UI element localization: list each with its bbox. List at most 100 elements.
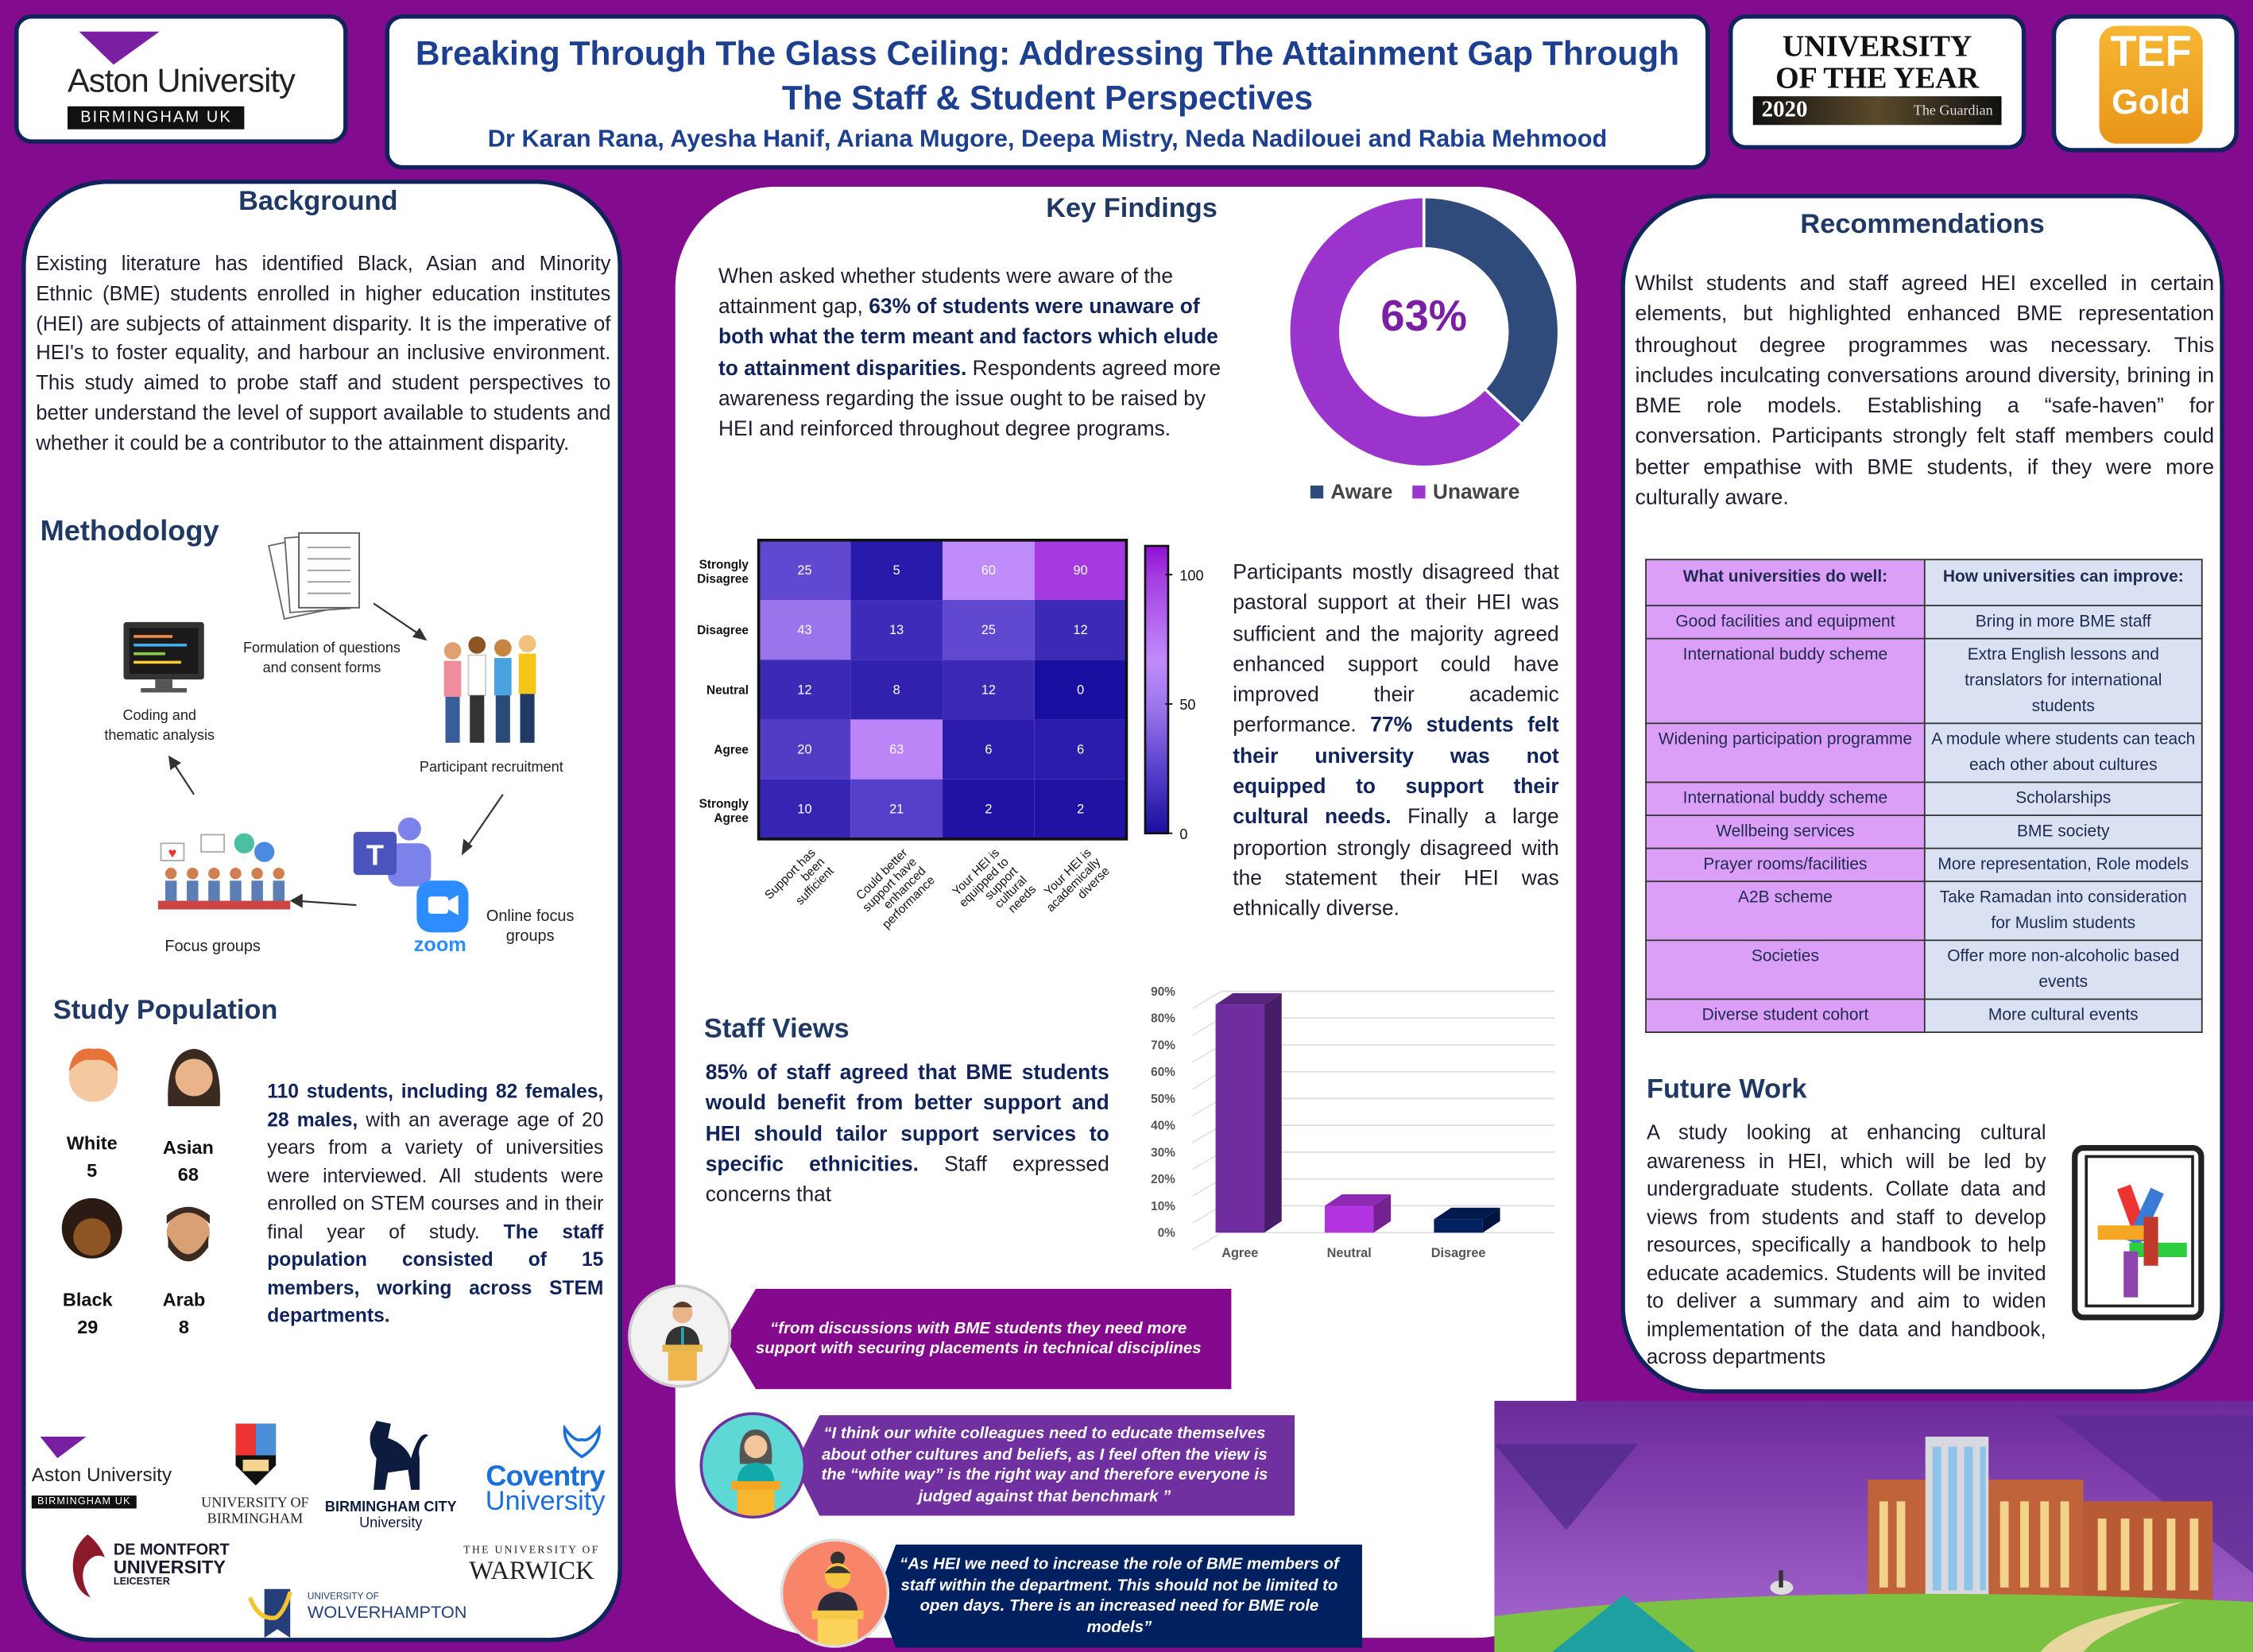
y-tick-label: 10% — [1151, 1200, 1175, 1213]
logo-text: UNIVERSITY — [113, 1555, 226, 1577]
speaker-man-icon — [628, 1284, 732, 1388]
future-work-text: A study looking at enhancing cultural aw… — [1646, 1122, 2046, 1370]
partner-logo-birmingham: UNIVERSITY OF BIRMINGHAM — [201, 1422, 309, 1527]
key-findings-outro: Respondents agreed more awareness regard… — [718, 357, 1221, 442]
population-count: 29 — [77, 1316, 99, 1338]
staff-agreement-bar-chart: 0% 10% 20% 30% 40% 50% 60% 70% 80% 90% Agree Neutra… — [1151, 985, 1555, 1260]
y-tick-label: 20% — [1151, 1173, 1175, 1186]
heatmap-cell-value: 60 — [981, 563, 996, 578]
heatmap-cell-value: 10 — [797, 803, 811, 817]
heatmap-cell-value: 8 — [893, 683, 900, 697]
legend-label: Aware — [1330, 481, 1393, 505]
recommendations-table: What universities do well: How universiti… — [1645, 559, 2203, 1033]
legend-swatch — [1310, 486, 1324, 499]
x-tick-label: Agree — [1221, 1246, 1258, 1260]
do-well-cell: Widening participation programme — [1645, 722, 1926, 783]
likert-heatmap: 25 5 60 90 43 13 25 12 12 8 12 0 20 63 6 6 10 21 2 2 Strongl… — [697, 538, 1204, 931]
improve-cell: Take Ramadan into consideration for Musl… — [1923, 880, 2203, 942]
heatmap-cell-value: 12 — [1074, 623, 1088, 637]
heatmap-cell-value: 12 — [797, 683, 811, 697]
uoty-publisher: The Guardian — [1913, 103, 1993, 119]
aston-triangle-icon — [79, 31, 160, 65]
column-header-do-well: What universities do well: — [1645, 559, 1926, 606]
quote-1: “from discussions with BME students they… — [726, 1288, 1232, 1390]
recommendations-heading: Recommendations — [1800, 209, 2045, 240]
heatmap-cell — [1034, 540, 1127, 601]
heatmap-column-label: Support hasbeensufficient — [762, 845, 837, 920]
quote-2: “I think our white colleagues need to ed… — [794, 1414, 1295, 1516]
poster-authors: Dr Karan Rana, Ayesha Hanif, Ariana Mugo… — [487, 125, 1608, 153]
do-well-cell: Diverse student cohort — [1645, 998, 1926, 1033]
logo-text: BIRMINGHAM UK — [31, 1495, 137, 1509]
avatar-asian — [168, 1048, 220, 1107]
y-tick-label: 30% — [1151, 1146, 1175, 1159]
heatmap-cell-value: 90 — [1074, 563, 1088, 578]
population-black: Black 29 — [45, 1286, 130, 1341]
cultural-handbook-icon — [2072, 1144, 2205, 1321]
logo-text: THE UNIVERSITY OF — [463, 1542, 600, 1557]
uoty-year: 2020 — [1761, 97, 1808, 122]
population-asian: Asian 68 — [145, 1134, 231, 1189]
x-tick-label: Disagree — [1431, 1246, 1486, 1260]
improve-cell: Extra English lessons and translators fo… — [1923, 637, 2203, 725]
population-label: Black — [62, 1288, 113, 1310]
staff-views-heading: Staff Views — [703, 1014, 850, 1045]
colorbar-tick-label: 50 — [1179, 697, 1195, 713]
staff-population-bold: The staff population consisted of 15 mem… — [267, 1220, 604, 1326]
study-population-heading: Study Population — [52, 995, 278, 1026]
legend-label: Unaware — [1433, 481, 1520, 505]
tef-gold-label: Gold — [2112, 83, 2190, 122]
svg-text:♥: ♥ — [168, 845, 177, 861]
logo-text: BIRMINGHAM CITY — [324, 1499, 457, 1516]
donut-slice-unaware — [1287, 195, 1525, 469]
poster-title: Breaking Through The Glass Ceiling: Addr… — [415, 34, 1680, 117]
avatar-white — [68, 1048, 118, 1102]
do-well-cell: International buddy scheme — [1645, 637, 1926, 725]
method-step-recruitment: Participant recruitment — [419, 760, 563, 776]
uoty-line2: OF THE YEAR — [1775, 60, 1980, 95]
heatmap-cell — [1034, 719, 1127, 780]
donut-center-label: 63% — [1380, 292, 1467, 341]
focus-group-icon: ♥ — [157, 833, 291, 910]
zoom-icon — [416, 880, 469, 933]
heatmap-cell-value: 6 — [985, 742, 992, 756]
recommendations-text: Whilst students and staff agreed HEI exc… — [1635, 273, 2215, 510]
gridline-depth — [1192, 1232, 1222, 1251]
population-stat-bold: 110 students, including 82 females, 28 m… — [267, 1080, 604, 1130]
population-count: 68 — [177, 1163, 199, 1186]
heatmap-cell — [943, 600, 1035, 660]
awareness-donut-chart — [1287, 195, 1561, 469]
heatmap-cell-value: 20 — [797, 742, 811, 756]
svg-text:T: T — [366, 838, 384, 871]
key-findings-intro: When asked whether students were aware o… — [718, 265, 1174, 319]
heatmap-cell — [758, 719, 851, 780]
background-panel — [21, 180, 622, 1642]
partner-logo-wolverhampton: UNIVERSITY OF WOLVERHAMPTON — [247, 1588, 466, 1638]
heatmap-cell — [1034, 660, 1127, 720]
participants-icon — [443, 635, 536, 743]
y-tick-label: 90% — [1151, 985, 1175, 999]
heatmap-findings-text: Participants mostly disagreed that pasto… — [1233, 559, 1558, 926]
population-count: 5 — [87, 1159, 98, 1182]
table-row: Widening participation programme A module… — [1645, 722, 2203, 783]
logo-text: LEICESTER — [113, 1577, 170, 1587]
table-row: Good facilities and equipment Bring in mo… — [1645, 605, 2203, 640]
heatmap-cell — [758, 779, 851, 839]
logo-text: University — [359, 1515, 423, 1532]
wolverhampton-ribbon-icon — [248, 1588, 292, 1638]
heatmap-cell-value: 25 — [797, 563, 811, 578]
avatar-black — [61, 1197, 122, 1259]
x-tick-label: Neutral — [1327, 1246, 1372, 1260]
heatmap-cell-value: 12 — [981, 683, 996, 697]
do-well-cell: Wellbeing services — [1645, 814, 1926, 849]
heatmap-cell-value: 13 — [889, 623, 904, 637]
table-row: A2B scheme Take Ramadan into consideratio… — [1645, 880, 2203, 942]
future-work-heading: Future Work — [1646, 1074, 1807, 1105]
coventry-phoenix-icon — [562, 1424, 600, 1459]
heatmap-row-label: Strongly Disagree — [697, 559, 749, 586]
aston-triangle-icon — [40, 1437, 87, 1459]
quote-3: “As HEI we need to increase the role of … — [876, 1544, 1362, 1648]
heatmap-cell-value: 0 — [1077, 683, 1084, 697]
population-label: Asian — [162, 1136, 214, 1159]
method-step-coding: Coding and thematic analysis — [104, 708, 215, 745]
